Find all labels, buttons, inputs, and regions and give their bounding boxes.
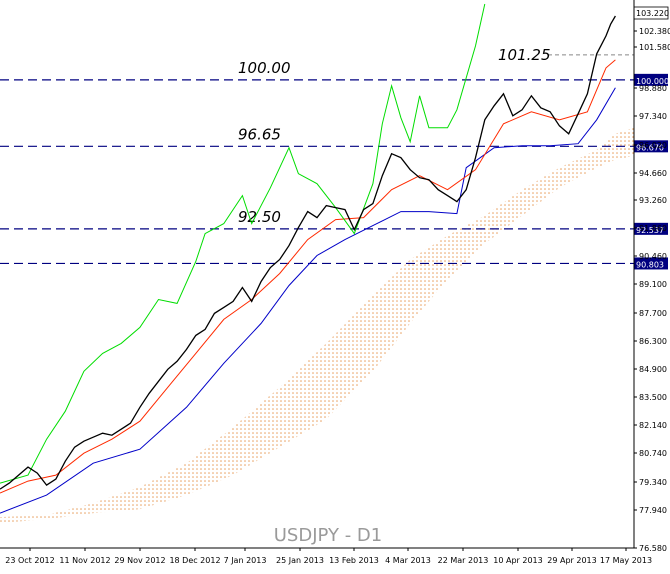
ichimoku-cloud [0,127,634,524]
y-tick-label: 89.100 [639,280,667,289]
chart-title: USDJPY - D1 [274,525,382,546]
y-tick-label: 83.500 [639,393,667,402]
price-badge-label: 103.220 [636,9,669,18]
y-tick-label: 77.940 [639,506,667,515]
y-tick-labels: 102.380 101.580 98.880 97.340 96.020 94.660 93… [634,27,670,553]
y-tick-label: 76.580 [639,544,667,553]
level-lines: 100.000 100.00 96.670 96.65 92.537 92.50 90.80… [0,6,669,270]
y-tick-label: 91.860 [639,224,667,233]
y-tick-label: 93.260 [639,196,667,205]
series-lines [0,3,616,514]
y-tick-label: 90.460 [639,252,667,261]
level-badge-label: 90.803 [636,260,664,269]
level-badge [634,140,668,153]
x-tick-label: 7 Jan 2013 [224,556,267,565]
y-tick-label: 96.020 [639,141,667,150]
y-tick-label: 84.900 [639,365,667,374]
level-label: 92.50 [238,208,281,226]
series-close [0,15,616,490]
x-tick-label: 29 Nov 2012 [114,556,165,565]
level-badge [634,73,668,86]
level-badge-label: 96.670 [636,143,664,152]
level-badge-label: 92.537 [636,226,664,235]
y-tick-label: 80.740 [639,449,667,458]
y-tick-label: 82.140 [639,421,667,430]
y-tick-label: 86.300 [639,337,667,346]
x-tick-label: 4 Mar 2013 [385,556,431,565]
level-badge [634,257,668,270]
cloud-fill [0,127,634,524]
x-tick-label: 11 Nov 2012 [59,556,110,565]
x-tick-label: 10 Apr 2013 [493,556,542,565]
level-label: 96.65 [238,125,281,143]
y-tick-label: 87.700 [639,309,667,318]
x-tick-label: 18 Dec 2012 [169,556,220,565]
x-tick-label: 17 May 2013 [600,556,652,565]
x-tick-label: 25 Jan 2013 [276,556,324,565]
plot-background [0,0,634,548]
level-badge-label: 100.000 [636,77,669,86]
chart-labels: USDJPY - D1 [274,525,382,546]
axes [0,0,635,549]
y-tick-label: 94.660 [639,169,667,178]
x-tick-label: 29 Apr 2013 [547,556,596,565]
x-tick-label: 13 Feb 2013 [329,556,379,565]
x-tick-label: 23 Oct 2012 [5,556,54,565]
series-chikou [0,3,486,484]
y-tick-label: 98.880 [639,84,667,93]
series-tenkan [0,59,616,494]
level-label: 100.00 [238,59,291,77]
y-tick-label: 102.380 [639,27,670,36]
x-tick-labels: 23 Oct 2012 11 Nov 2012 29 Nov 2012 18 Dec … [5,548,652,565]
y-tick-label: 101.580 [639,43,670,52]
y-tick-label: 79.340 [639,478,667,487]
annotation-label: 101.25 [498,46,551,64]
y-tick-label: 97.340 [639,112,667,121]
series-kijun [0,87,616,514]
x-tick-label: 22 Mar 2013 [438,556,489,565]
level-badge [634,222,668,235]
